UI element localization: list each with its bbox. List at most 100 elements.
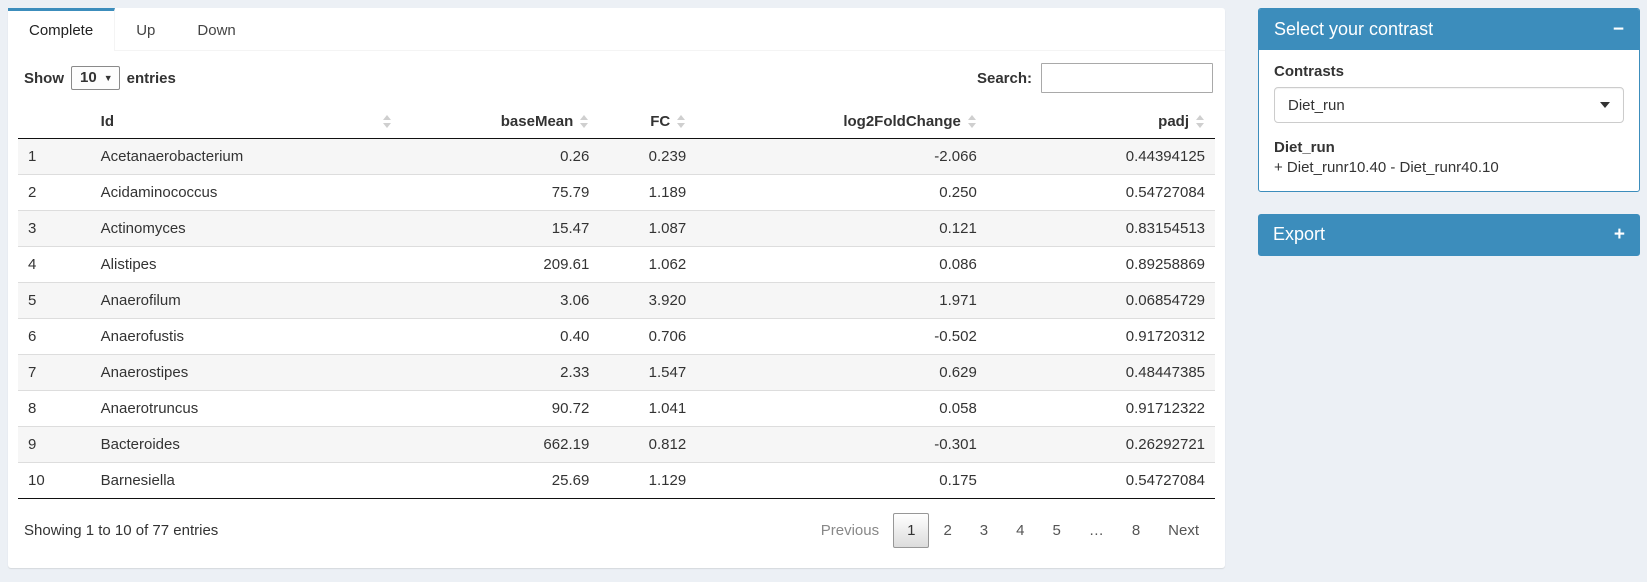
- cell-id: Alistipes: [90, 246, 402, 283]
- cell-log2foldchange: -0.502: [696, 318, 987, 355]
- cell-fc: 1.189: [599, 174, 697, 211]
- search-label: Search:: [976, 69, 1032, 87]
- row-index: 10: [18, 462, 91, 499]
- table-row: 3 Actinomyces 15.47 1.087 0.121 0.831545…: [18, 210, 1215, 247]
- export-panel-title: Export: [1273, 224, 1326, 244]
- caret-down-icon: ▼: [103, 72, 113, 83]
- tab-content-complete: Show 10 ▼ entries Search:: [8, 51, 1225, 568]
- cell-padj: 0.91712322: [986, 390, 1215, 427]
- row-index: 6: [18, 318, 91, 355]
- table-row: 7 Anaerostipes 2.33 1.547 0.629 0.484473…: [18, 354, 1215, 391]
- tab-complete[interactable]: Complete: [8, 8, 116, 51]
- sort-both-icon: [382, 115, 392, 128]
- table-header-row: Id baseMean FC: [18, 105, 1215, 139]
- pagination-page-1[interactable]: 1: [893, 513, 930, 548]
- cell-fc: 1.547: [599, 354, 697, 391]
- table-row: 6 Anaerofustis 0.40 0.706 -0.502 0.91720…: [18, 318, 1215, 355]
- cell-fc: 1.041: [599, 390, 697, 427]
- cell-fc: 3.920: [599, 282, 697, 319]
- collapse-minus-icon[interactable]: −: [1612, 19, 1624, 40]
- cell-padj: 0.54727084: [986, 174, 1215, 211]
- cell-basemean: 209.61: [401, 246, 600, 283]
- contrast-panel-header[interactable]: Select your contrast −: [1259, 9, 1639, 50]
- pagination-next[interactable]: Next: [1168, 522, 1199, 539]
- column-label-log2foldchange: log2FoldChange: [843, 113, 961, 130]
- sidebar: Select your contrast − Contrasts Diet_ru…: [1258, 8, 1640, 568]
- pagination-page-8[interactable]: 8: [1131, 522, 1141, 539]
- column-header-log2foldchange[interactable]: log2FoldChange: [696, 105, 987, 139]
- pagination-page-3[interactable]: 3: [979, 522, 989, 539]
- cell-basemean: 25.69: [401, 462, 600, 499]
- cell-log2foldchange: -0.301: [696, 426, 987, 463]
- results-table: Id baseMean FC: [18, 105, 1215, 499]
- column-label-id: Id: [100, 113, 114, 130]
- contrast-panel: Select your contrast − Contrasts Diet_ru…: [1258, 8, 1640, 192]
- cell-padj: 0.26292721: [986, 426, 1215, 463]
- row-index: 1: [18, 138, 91, 175]
- table-row: 2 Acidaminococcus 75.79 1.189 0.250 0.54…: [18, 174, 1215, 211]
- cell-fc: 1.062: [599, 246, 697, 283]
- pagination-page-5[interactable]: 5: [1052, 522, 1061, 539]
- cell-id: Anaerostipes: [90, 354, 402, 391]
- pagination-previous[interactable]: Previous: [820, 522, 880, 539]
- table-body: 1 Acetanaerobacterium 0.26 0.239 -2.066 …: [18, 138, 1215, 499]
- datatable-controls: Show 10 ▼ entries Search:: [18, 63, 1215, 93]
- cell-log2foldchange: 0.086: [696, 246, 987, 283]
- cell-id: Anaerofustis: [90, 318, 402, 355]
- export-panel: Export +: [1258, 214, 1640, 256]
- search-input[interactable]: [1041, 63, 1213, 93]
- sort-both-icon: [677, 115, 686, 128]
- cell-id: Actinomyces: [90, 210, 402, 247]
- column-header-fc[interactable]: FC: [599, 105, 697, 139]
- pagination-page-4[interactable]: 4: [1016, 522, 1025, 539]
- page-length-control: Show 10 ▼ entries: [18, 66, 176, 90]
- cell-log2foldchange: -2.066: [696, 138, 987, 175]
- cell-padj: 0.83154513: [986, 210, 1215, 247]
- contrasts-label: Contrasts: [1274, 63, 1345, 80]
- cell-basemean: 90.72: [401, 390, 600, 427]
- cell-id: Anaerotruncus: [90, 390, 402, 427]
- sort-both-icon: [1196, 115, 1205, 128]
- expand-plus-icon[interactable]: +: [1613, 224, 1625, 245]
- cell-id: Anaerofilum: [90, 282, 402, 319]
- cell-basemean: 3.06: [401, 282, 600, 319]
- cell-basemean: 662.19: [401, 426, 600, 463]
- pagination: Previous 1 2 3 4 5 … 8 Next: [807, 513, 1213, 548]
- table-row: 9 Bacteroides 662.19 0.812 -0.301 0.2629…: [18, 426, 1215, 463]
- cell-id: Barnesiella: [90, 462, 402, 499]
- column-header-basemean[interactable]: baseMean: [401, 105, 600, 139]
- datatable-footer: Showing 1 to 10 of 77 entries Previous 1…: [18, 499, 1215, 554]
- cell-fc: 1.087: [599, 210, 697, 247]
- cell-log2foldchange: 0.121: [696, 210, 987, 247]
- pagination-page-2[interactable]: 2: [943, 522, 952, 539]
- tab-up[interactable]: Up: [136, 22, 156, 39]
- column-header-id[interactable]: Id: [90, 105, 402, 139]
- results-tab-bar: Complete Up Down: [8, 8, 1225, 51]
- pagination-ellipsis: …: [1088, 522, 1104, 539]
- table-row: 10 Barnesiella 25.69 1.129 0.175 0.54727…: [18, 462, 1215, 499]
- export-panel-header[interactable]: Export +: [1258, 214, 1640, 256]
- cell-basemean: 0.26: [401, 138, 600, 175]
- column-header-padj[interactable]: padj: [986, 105, 1215, 139]
- contrast-select-value: Diet_run: [1288, 96, 1345, 114]
- table-row: 5 Anaerofilum 3.06 3.920 1.971 0.0685472…: [18, 282, 1215, 319]
- cell-id: Acidaminococcus: [90, 174, 402, 211]
- cell-padj: 0.91720312: [986, 318, 1215, 355]
- cell-fc: 0.812: [599, 426, 697, 463]
- column-label-padj: padj: [1158, 113, 1189, 130]
- sort-both-icon: [967, 115, 977, 128]
- row-index: 5: [18, 282, 91, 319]
- row-index: 7: [18, 354, 91, 391]
- contrast-select[interactable]: Diet_run: [1274, 87, 1624, 123]
- cell-padj: 0.44394125: [986, 138, 1215, 175]
- page-length-value: 10: [80, 69, 97, 86]
- row-index: 9: [18, 426, 91, 463]
- row-index: 8: [18, 390, 91, 427]
- cell-padj: 0.89258869: [986, 246, 1215, 283]
- contrast-panel-title: Select your contrast: [1274, 19, 1434, 39]
- table-row: 8 Anaerotruncus 90.72 1.041 0.058 0.9171…: [18, 390, 1215, 427]
- column-header-index: [18, 105, 91, 139]
- page-length-select[interactable]: 10 ▼: [71, 66, 120, 90]
- tab-down[interactable]: Down: [197, 22, 236, 39]
